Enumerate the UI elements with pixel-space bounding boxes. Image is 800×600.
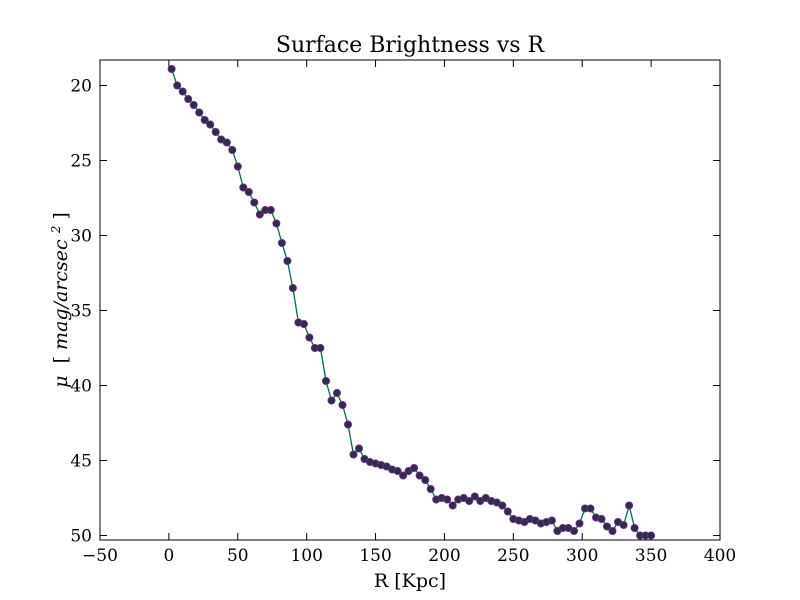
data-point [283,256,292,265]
data-point [266,205,275,214]
data-point [498,501,507,510]
data-point [399,471,408,480]
y-axis-label: μ [ mag/arcsec 2 ] [49,212,72,388]
data-point [167,65,176,74]
data-point [332,388,341,397]
x-tick-label: 100 [290,546,322,566]
data-point [255,210,264,219]
data-point [647,531,656,540]
data-point [316,343,325,352]
data-point [426,484,435,493]
data-point [597,515,606,524]
y-label-mu: μ [50,375,72,387]
data-point [354,444,363,453]
y-tick-label: 20 [70,77,92,97]
data-point [619,521,628,530]
data-point [233,162,242,171]
x-tick-label: 50 [227,546,249,566]
data-point [421,475,430,484]
data-point [299,319,308,328]
data-point [393,466,402,475]
x-tick-label: 200 [428,546,460,566]
y-axis: 20 25 30 35 40 45 50 [70,77,720,547]
data-point [448,501,457,510]
y-tick-label: 40 [70,377,92,397]
y-tick-label: 45 [70,452,92,472]
data-point [277,238,286,247]
x-tick-label: 150 [359,546,391,566]
x-tick-label: 0 [163,546,174,566]
data-point [465,496,474,505]
y-tick-label: 25 [70,152,92,172]
data-point [195,108,204,117]
series-points [167,65,656,540]
y-tick-label: 50 [70,527,92,547]
data-point [586,504,595,513]
y-tick-label: 35 [70,302,92,322]
data-point [206,120,215,129]
y-label-close-bracket: ] [50,212,72,219]
data-point [338,400,347,409]
data-point [250,198,259,207]
data-point [244,187,253,196]
data-point [575,519,584,528]
data-point [443,495,452,504]
data-point [608,527,617,536]
data-point [349,450,358,459]
data-point [547,516,556,525]
data-point [625,501,634,510]
data-point [503,507,512,516]
x-tick-label: −50 [82,546,118,566]
data-point [288,283,297,292]
data-point [410,463,419,472]
data-point [189,101,198,110]
data-point [272,219,281,228]
y-label-exponent: 2 [49,226,63,235]
x-tick-label: 400 [704,546,736,566]
data-point [211,127,220,136]
data-point [239,183,248,192]
data-point [343,420,352,429]
data-point [630,524,639,533]
plot-frame [99,59,721,541]
x-tick-label: 250 [497,546,529,566]
x-tick-label: 350 [635,546,667,566]
y-label-open-bracket: [ [50,356,72,363]
data-point [222,138,231,147]
data-point [178,87,187,96]
data-point [184,95,193,104]
data-point [305,333,314,342]
x-axis-label: R [Kpc] [374,570,446,592]
data-point [470,492,479,501]
data-point [321,376,330,385]
data-point [570,527,579,536]
data-point [327,396,336,405]
data-point [603,522,612,531]
data-point [415,471,424,480]
data-point [200,116,209,125]
y-tick-label: 30 [70,227,92,247]
x-tick-label: 300 [566,546,598,566]
data-point [228,145,237,154]
chart-title: Surface Brightness vs R [276,33,546,58]
x-axis: −50 0 50 100 150 200 250 300 350 400 [82,60,736,566]
data-point [173,81,182,90]
y-label-unit: mag/arcsec [50,239,72,350]
